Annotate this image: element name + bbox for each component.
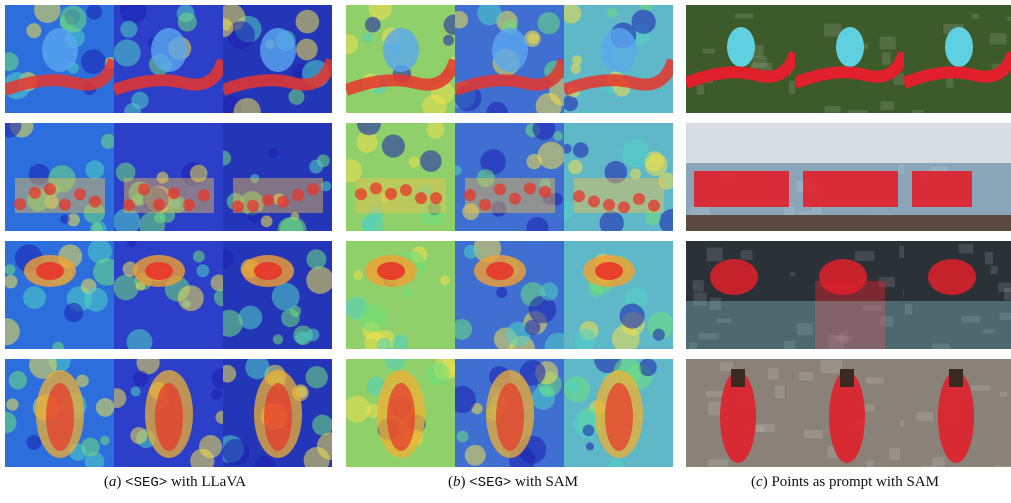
panel-a-row3-image2 <box>114 241 223 349</box>
panel-b-row4-image2 <box>455 359 564 467</box>
panel-a-row4-image1 <box>5 359 114 467</box>
panel-c-row2-image3 <box>904 123 1011 231</box>
panel-a-row2-image1 <box>5 123 114 231</box>
panel-b-row1-image1 <box>346 5 455 113</box>
panel-b-row2-image2 <box>455 123 564 231</box>
panel-c-row1-image1 <box>686 5 795 113</box>
caption-c: (c) Points as prompt with SAM <box>751 474 939 490</box>
panel-a-row3-image3 <box>223 241 332 349</box>
panel-c-row4-image2 <box>795 359 904 467</box>
panel-a-row4-image3 <box>223 359 332 467</box>
panel-a-row1-image2 <box>114 5 223 113</box>
panel-c-row2-image2 <box>795 123 904 231</box>
panel-c-row1-image3 <box>904 5 1011 113</box>
panel-a-row1-image1 <box>5 5 114 113</box>
panel-b-row2-image1 <box>346 123 455 231</box>
panel-b-row4-image3 <box>564 359 673 467</box>
panel-b-row3-image3 <box>564 241 673 349</box>
panel-c-row3-image3 <box>904 241 1011 349</box>
panel-a-row2-image2 <box>114 123 223 231</box>
panel-b-row1-image3 <box>564 5 673 113</box>
panel-b-row3-image2 <box>455 241 564 349</box>
panel-a-row2-image3 <box>223 123 332 231</box>
panel-a-row1-image3 <box>223 5 332 113</box>
caption-a: (a) <SEG> with LLaVA <box>103 474 247 491</box>
panel-c-row2-image1 <box>686 123 795 231</box>
panel-c-row3-image1 <box>686 241 795 349</box>
panel-b-row3-image1 <box>346 241 455 349</box>
panel-b-row4-image1 <box>346 359 455 467</box>
panel-b-row1-image2 <box>455 5 564 113</box>
caption-b: (b) <SEG> with SAM <box>448 474 578 491</box>
panel-b-row2-image3 <box>564 123 673 231</box>
panel-a-row4-image2 <box>114 359 223 467</box>
panel-c-row3-image2 <box>795 241 904 349</box>
panel-c-row4-image3 <box>904 359 1011 467</box>
panel-a-row3-image1 <box>5 241 114 349</box>
panel-c-row4-image1 <box>686 359 795 467</box>
panel-c-row1-image2 <box>795 5 904 113</box>
